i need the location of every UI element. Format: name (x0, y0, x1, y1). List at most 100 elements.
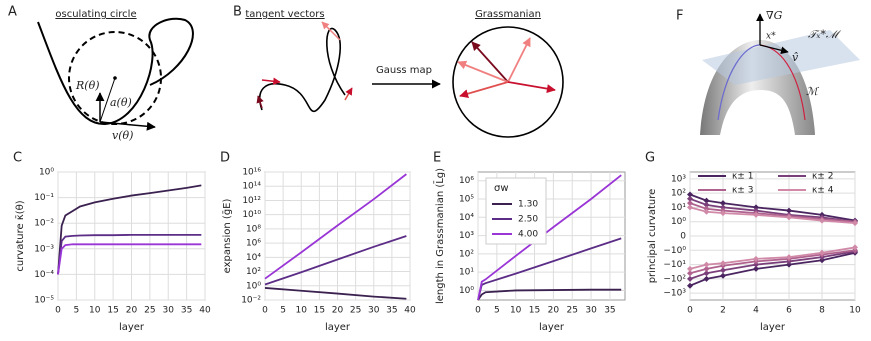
x-axis-label: layer (119, 322, 145, 333)
marker (786, 261, 792, 268)
marker (852, 220, 858, 227)
tangent (256, 95, 264, 109)
y-tick-label: 10⁰ (246, 281, 261, 291)
y-tick-label: 10¹⁶ (242, 168, 261, 178)
panel-letter: G (645, 151, 655, 166)
legend-label: κ± 1 (732, 172, 753, 182)
y-tick-label: 10⁵ (459, 195, 474, 205)
marker (687, 200, 693, 207)
legend-title: σw (494, 183, 509, 194)
y-axis-label: length in Grassmanian (L̄g) (433, 168, 446, 304)
y-tick-label: 10² (246, 267, 261, 277)
grassmanian-circle (452, 26, 564, 138)
tangent (344, 87, 353, 101)
label: 𝒯ₓ*ℳ (808, 28, 842, 41)
series-line (264, 287, 407, 300)
x-tick-label: 25 (567, 306, 578, 316)
x-tick-label: 5 (74, 306, 80, 316)
legend-label: κ± 3 (732, 186, 753, 196)
x-tick-label: 8 (819, 306, 825, 316)
x-axis-label: layer (325, 322, 351, 333)
marker (753, 261, 759, 268)
marker (703, 197, 710, 204)
marker (687, 270, 693, 277)
marker (687, 282, 693, 289)
marker (753, 255, 759, 262)
x-tick-label: 10 (510, 306, 522, 316)
y-tick-label: 10⁰ (459, 286, 474, 296)
marker (687, 204, 693, 211)
curve (259, 27, 346, 113)
marker (687, 275, 693, 282)
x-tick-label: 20 (548, 306, 560, 316)
marker (753, 211, 759, 218)
series-line (264, 235, 407, 286)
vector (507, 81, 556, 94)
label: R(θ) (75, 79, 100, 92)
y-tick-label: 10¹ (459, 268, 474, 278)
x-tick-label: 15 (107, 306, 118, 316)
panel-title: tangent vectors (245, 9, 324, 20)
arrow-label: Gauss map (376, 65, 432, 76)
y-tick-label: 10⁰ (39, 168, 54, 178)
x-tick-label: 15 (314, 306, 325, 316)
y-tick-label: 10⁻⁴ (34, 270, 54, 280)
marker (687, 195, 693, 202)
panel-letter: E (433, 151, 441, 166)
panel-title: Grassmanian (475, 9, 541, 20)
direction-arrow (759, 44, 789, 55)
x-axis-label: layer (760, 322, 786, 333)
y-axis-label: principal curvature (647, 189, 658, 284)
marker (852, 244, 858, 251)
y-tick-label: 10⁻³ (34, 244, 54, 254)
y-tick-label: 10¹ (671, 203, 686, 213)
y-tick-label: 10⁶ (246, 239, 261, 249)
y-tick-label: 10¹⁰ (242, 210, 261, 220)
panel-title: osculating circle (55, 9, 136, 20)
panel-letter: A (8, 5, 17, 20)
y-tick-label: 10⁻¹ (34, 193, 54, 203)
x-tick-label: 5 (494, 306, 500, 316)
panel-b: B tangent vectors Gauss map Grassmanian (233, 5, 564, 138)
y-axis-label: expansion (ḡE) (222, 199, 233, 274)
legend-label: κ± 2 (812, 172, 833, 182)
legend-label: κ± 4 (812, 186, 834, 196)
y-tick-label: 10⁴ (246, 253, 261, 263)
vector (457, 60, 509, 83)
x-axis-label: layer (539, 322, 565, 333)
y-tick-label: −10³ (663, 289, 686, 299)
panel-letter: C (13, 151, 22, 166)
vector (471, 41, 509, 83)
marker (703, 261, 710, 268)
x-tick-label: 15 (529, 306, 540, 316)
marker (819, 249, 825, 256)
marker (819, 257, 825, 264)
x-tick-label: 10 (89, 306, 101, 316)
label: x* (766, 32, 776, 42)
panel-letter: D (220, 151, 230, 166)
x-tick-label: 30 (368, 306, 380, 316)
series-line (57, 184, 202, 275)
marker (720, 260, 726, 267)
legend-label: 1.30 (518, 200, 538, 210)
vector (459, 81, 509, 99)
marker (703, 270, 710, 277)
label: ∇G (766, 9, 783, 22)
panel-a: A osculating circle R(θ) a(θ) v(θ) (8, 5, 194, 142)
series-line (477, 288, 622, 301)
marker (703, 265, 710, 272)
y-tick-label: 0 (680, 232, 686, 242)
tangent-plane (702, 30, 860, 85)
marker (703, 201, 710, 208)
x-tick-label: 25 (350, 306, 361, 316)
panel-letter: F (676, 9, 683, 24)
marker (720, 200, 726, 207)
y-tick-label: 10⁸ (246, 224, 261, 234)
y-tick-label: −10² (663, 274, 686, 284)
tangent (261, 77, 281, 85)
vector (507, 37, 531, 83)
marker (786, 207, 792, 214)
panel-f: F ∇G 𝒯ₓ*ℳ x* v̂ ℳ (676, 9, 860, 135)
x-tick-label: 5 (280, 306, 286, 316)
label: ℳ (806, 85, 820, 98)
